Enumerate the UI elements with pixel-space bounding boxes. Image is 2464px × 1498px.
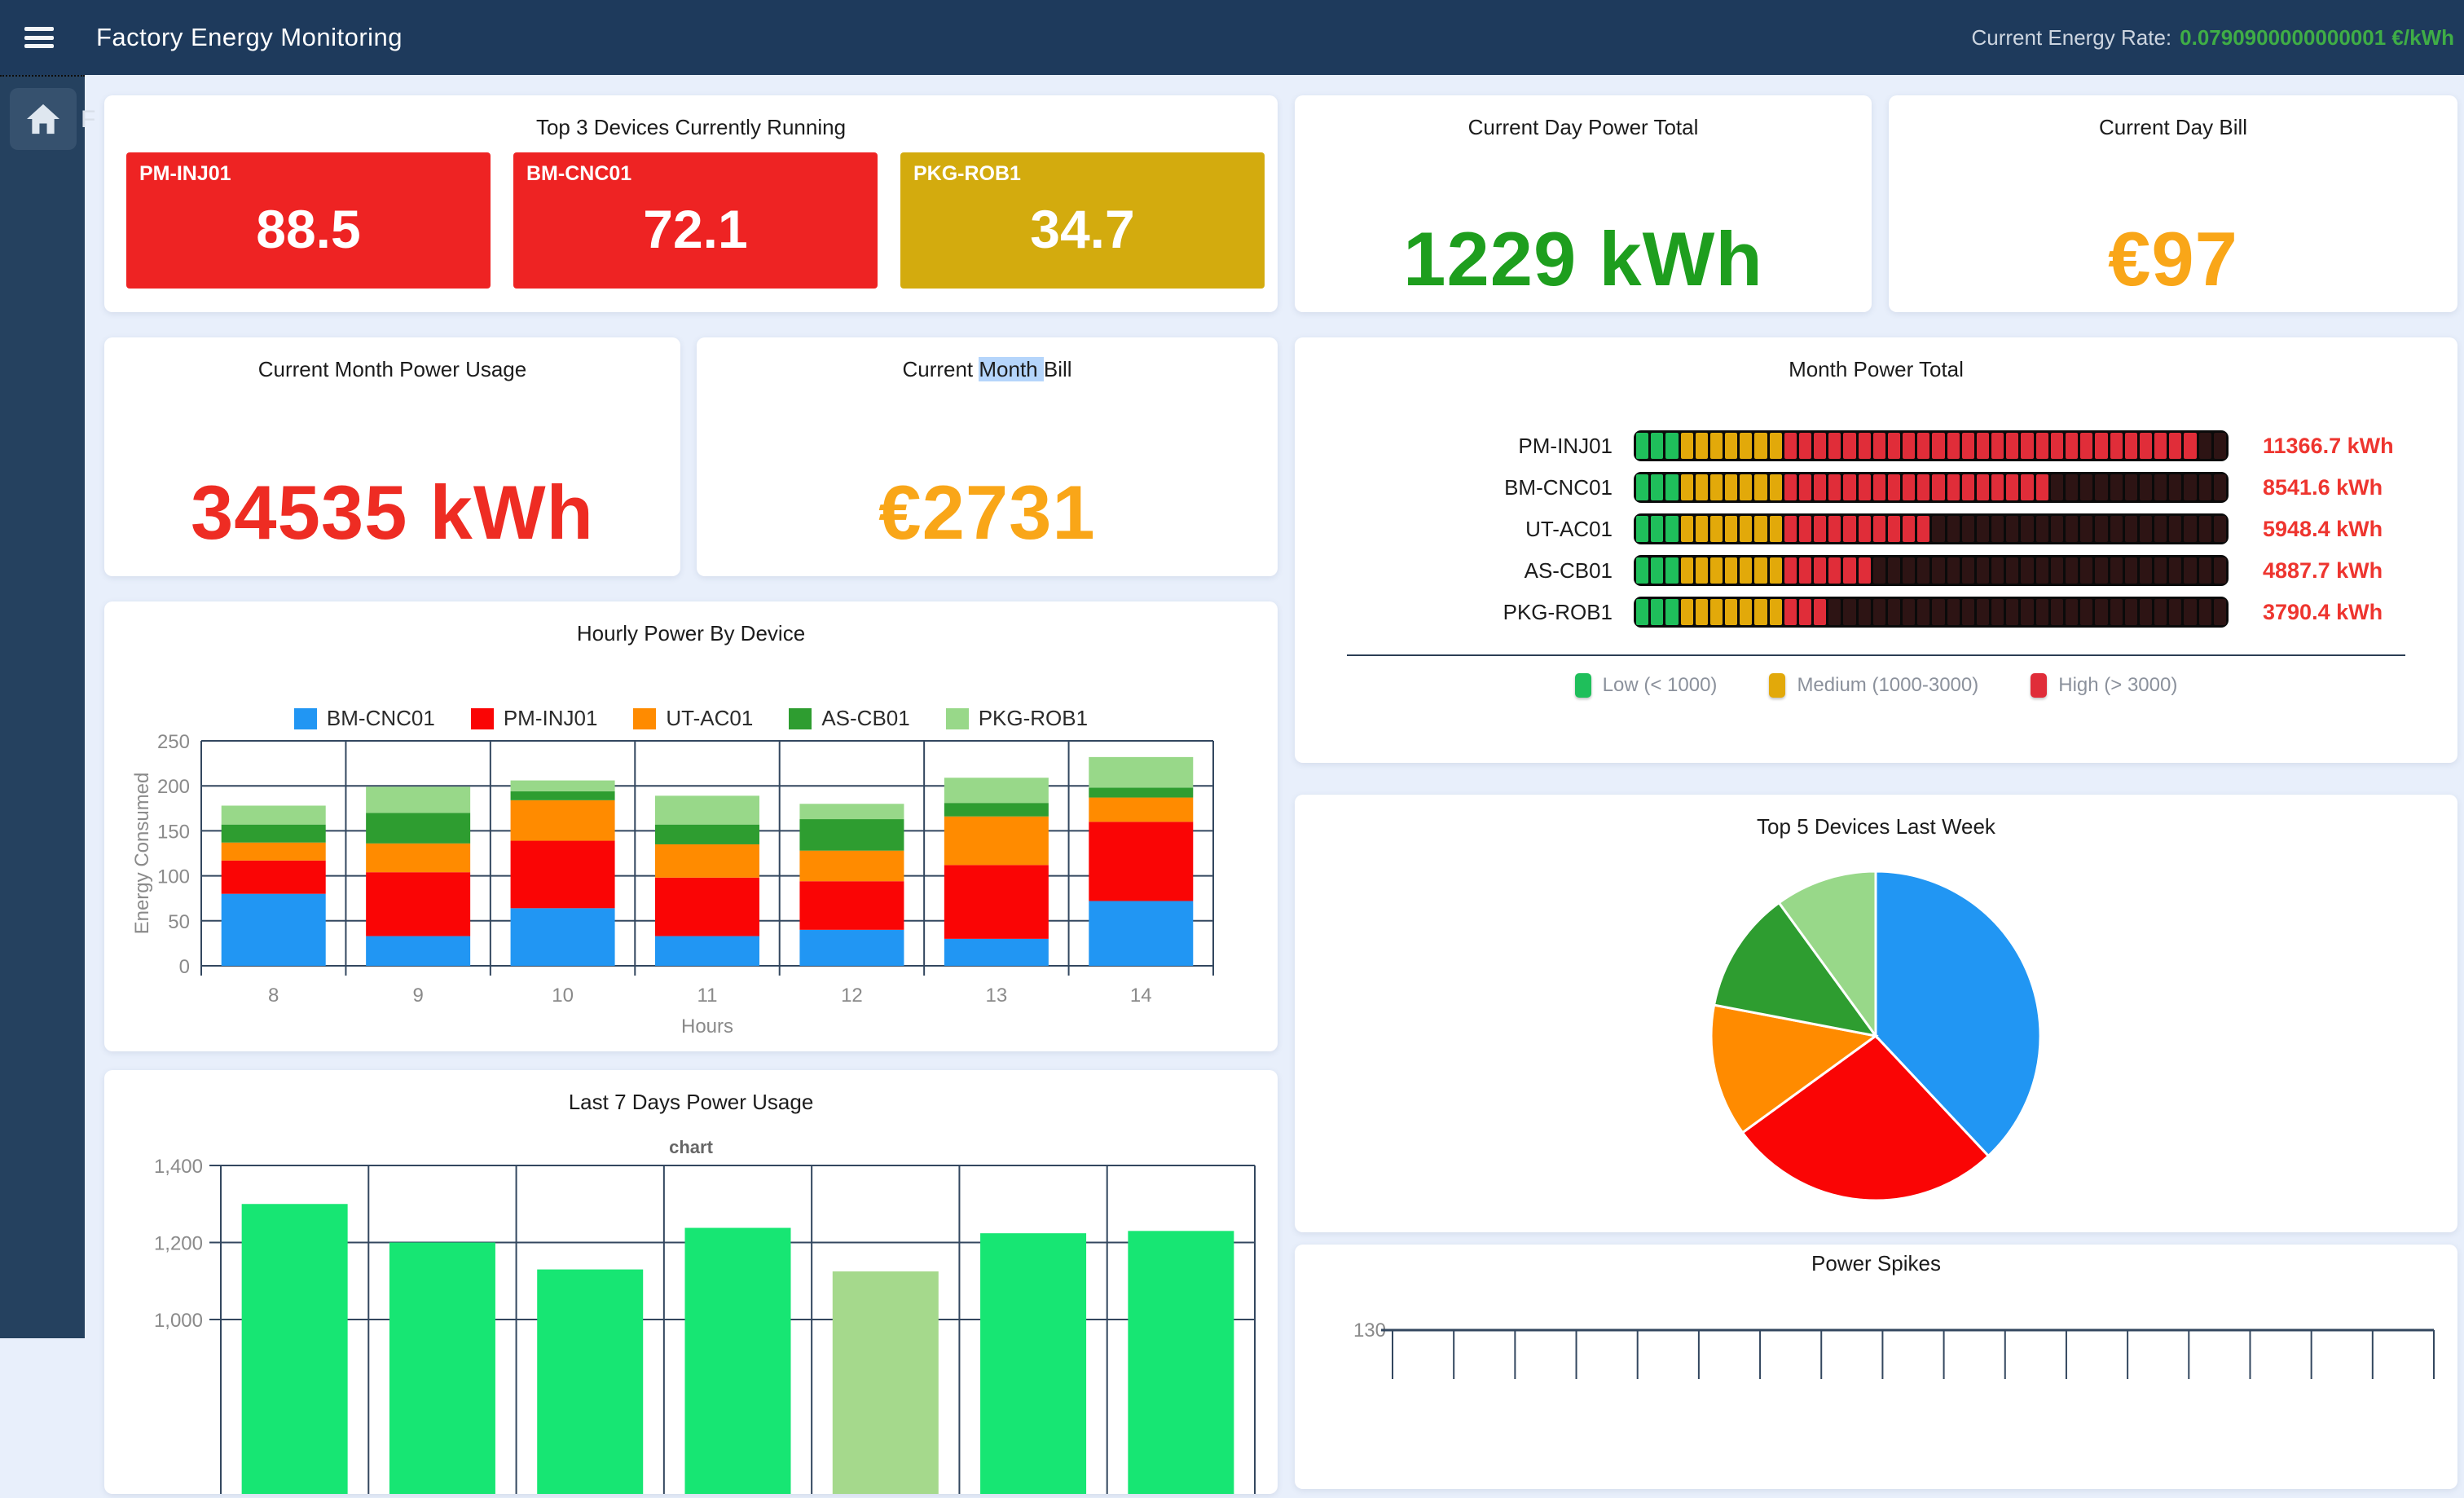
- device-name: PM-INJ01: [1295, 434, 1634, 459]
- legend-item: Low (< 1000): [1575, 673, 1718, 698]
- pie-chart: [1295, 795, 2457, 1236]
- energy-rate: Current Energy Rate: 0.0790900000000001 …: [1971, 0, 2454, 75]
- card-title: Top 3 Devices Currently Running: [104, 115, 1278, 140]
- month-total-row: PKG-ROB1 3790.4 kWh: [1295, 597, 2457, 628]
- month-total-row: AS-CB01 4887.7 kWh: [1295, 555, 2457, 586]
- app-title: Factory Energy Monitoring: [96, 23, 403, 52]
- card-month-power-usage: Current Month Power Usage 34535 kWh: [104, 337, 680, 576]
- device-power-value: 88.5: [126, 180, 491, 278]
- card-title: Current Month Bill: [697, 357, 1278, 382]
- legend-swatch-medium: [1769, 673, 1785, 698]
- legend-swatch-high: [2031, 673, 2047, 698]
- device-tile: PKG-ROB1 34.7: [900, 152, 1265, 289]
- sidebar: F: [0, 75, 85, 1338]
- month-total-row: PM-INJ01 11366.7 kWh: [1295, 430, 2457, 461]
- svg-text:150: 150: [157, 821, 190, 843]
- top-navbar: Factory Energy Monitoring Current Energy…: [0, 0, 2464, 75]
- device-kwh-value: 5948.4 kWh: [2263, 517, 2383, 542]
- svg-text:12: 12: [841, 985, 863, 1007]
- svg-text:9: 9: [412, 985, 423, 1007]
- svg-text:100: 100: [157, 866, 190, 888]
- home-icon: [25, 103, 61, 135]
- device-name: UT-AC01: [1295, 517, 1634, 542]
- card-last7-days: Last 7 Days Power Usage chart 1,4001,200…: [104, 1070, 1278, 1494]
- legend-divider: [1347, 654, 2405, 656]
- svg-text:250: 250: [157, 731, 190, 753]
- selected-text: Month: [979, 357, 1044, 381]
- month-power-usage-value: 34535 kWh: [104, 468, 680, 557]
- device-name: PKG-ROB1: [1295, 600, 1634, 625]
- card-month-power-total: Month Power Total PM-INJ01 11366.7 kWh B…: [1295, 337, 2457, 763]
- device-kwh-value: 11366.7 kWh: [2263, 434, 2394, 459]
- legend-swatch-low: [1575, 673, 1591, 698]
- card-day-bill: Current Day Bill €97: [1889, 95, 2457, 312]
- device-kwh-value: 4887.7 kWh: [2263, 558, 2383, 584]
- segmented-power-bar: [1634, 472, 2229, 503]
- svg-text:Energy Consumed: Energy Consumed: [131, 773, 153, 935]
- card-month-bill: Current Month Bill €2731: [697, 337, 1278, 576]
- hamburger-menu-icon[interactable]: [24, 27, 54, 48]
- legend-item: Medium (1000-3000): [1769, 673, 1978, 698]
- month-bill-value: €2731: [697, 468, 1278, 557]
- device-kwh-value: 8541.6 kWh: [2263, 475, 2383, 500]
- device-name: AS-CB01: [1295, 558, 1634, 584]
- segmented-power-bar: [1634, 430, 2229, 461]
- svg-text:200: 200: [157, 776, 190, 798]
- card-top5-pie: Top 5 Devices Last Week: [1295, 795, 2457, 1232]
- card-power-spikes: Power Spikes 130: [1295, 1245, 2457, 1489]
- home-button[interactable]: [10, 88, 77, 150]
- device-kwh-value: 3790.4 kWh: [2263, 600, 2383, 625]
- svg-text:11: 11: [697, 985, 718, 1007]
- svg-text:14: 14: [1130, 985, 1152, 1007]
- sidebar-clipped-label: F: [81, 106, 95, 134]
- svg-text:50: 50: [168, 911, 190, 933]
- month-total-row: BM-CNC01 8541.6 kWh: [1295, 472, 2457, 503]
- segmented-power-bar: [1634, 513, 2229, 544]
- card-title: Current Day Bill: [1889, 115, 2457, 140]
- day-power-total-value: 1229 kWh: [1295, 214, 1872, 304]
- bar-chart: 1,400 1,200 1,000: [104, 1070, 1278, 1498]
- energy-rate-value: 0.0790900000000001 €/kWh: [2180, 25, 2454, 51]
- svg-text:0: 0: [179, 956, 190, 978]
- stacked-bar-chart: 0 50 100 150 200 250 8 9 10 11 12 13 14 Hours Energy C…: [104, 601, 1278, 1055]
- svg-text:1,200: 1,200: [154, 1233, 203, 1255]
- energy-rate-label: Current Energy Rate:: [1971, 25, 2171, 51]
- device-tile: BM-CNC01 72.1: [513, 152, 878, 289]
- day-bill-value: €97: [1889, 214, 2457, 304]
- card-title: Current Month Power Usage: [104, 357, 680, 382]
- svg-text:1,400: 1,400: [154, 1156, 203, 1178]
- line-chart-partial: 130: [1295, 1245, 2457, 1493]
- card-day-power-total: Current Day Power Total 1229 kWh: [1295, 95, 1872, 312]
- svg-text:8: 8: [268, 985, 279, 1007]
- svg-text:130: 130: [1353, 1320, 1386, 1342]
- card-hourly-power: Hourly Power By Device BM-CNC01 PM-INJ01…: [104, 601, 1278, 1051]
- card-title: Month Power Total: [1295, 357, 2457, 382]
- segmented-power-bar: [1634, 555, 2229, 586]
- legend-item: High (> 3000): [2031, 673, 2177, 698]
- svg-text:13: 13: [986, 985, 1008, 1007]
- svg-text:1,000: 1,000: [154, 1310, 203, 1332]
- segmented-power-bar: [1634, 597, 2229, 628]
- power-zone-legend: Low (< 1000) Medium (1000-3000) High (> …: [1295, 673, 2457, 698]
- card-title: Current Day Power Total: [1295, 115, 1872, 140]
- svg-text:Hours: Hours: [681, 1016, 733, 1038]
- month-total-row: UT-AC01 5948.4 kWh: [1295, 513, 2457, 544]
- device-power-value: 72.1: [513, 180, 878, 278]
- device-tiles: PM-INJ01 88.5 BM-CNC01 72.1 PKG-ROB1 34.…: [126, 152, 1265, 289]
- device-power-value: 34.7: [900, 180, 1265, 278]
- device-name: BM-CNC01: [1295, 475, 1634, 500]
- device-tile: PM-INJ01 88.5: [126, 152, 491, 289]
- svg-text:10: 10: [552, 985, 574, 1007]
- card-top3-devices: Top 3 Devices Currently Running PM-INJ01…: [104, 95, 1278, 312]
